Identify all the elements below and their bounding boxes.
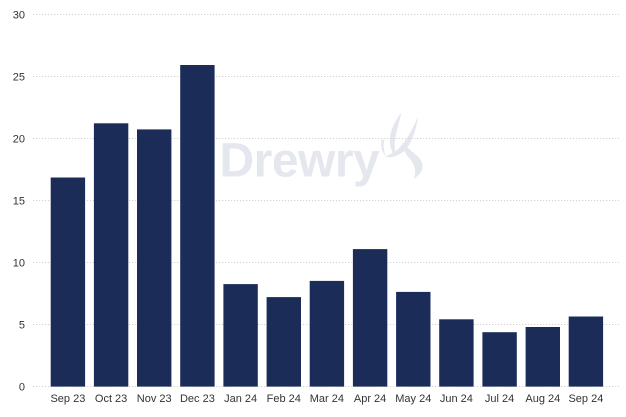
svg-text:May 24: May 24: [395, 393, 431, 405]
svg-text:Aug 24: Aug 24: [525, 393, 560, 405]
svg-text:Feb 24: Feb 24: [267, 393, 301, 405]
svg-text:5: 5: [19, 320, 25, 332]
svg-text:Jul 24: Jul 24: [485, 393, 514, 405]
svg-text:15: 15: [13, 196, 25, 208]
svg-text:Jan 24: Jan 24: [224, 393, 257, 405]
svg-text:25: 25: [13, 72, 25, 84]
svg-text:20: 20: [13, 134, 25, 146]
svg-text:Sep 23: Sep 23: [50, 393, 85, 405]
svg-text:0: 0: [19, 382, 25, 394]
svg-text:Drewry: Drewry: [220, 135, 381, 188]
svg-text:10: 10: [13, 258, 25, 270]
svg-text:Apr 24: Apr 24: [354, 393, 386, 405]
svg-text:Oct 23: Oct 23: [95, 393, 127, 405]
svg-text:Jun 24: Jun 24: [440, 393, 473, 405]
svg-text:Sep 24: Sep 24: [568, 393, 603, 405]
svg-text:Mar 24: Mar 24: [310, 393, 344, 405]
svg-text:Dec 23: Dec 23: [180, 393, 215, 405]
svg-text:30: 30: [13, 10, 25, 22]
svg-text:Nov 23: Nov 23: [137, 393, 172, 405]
